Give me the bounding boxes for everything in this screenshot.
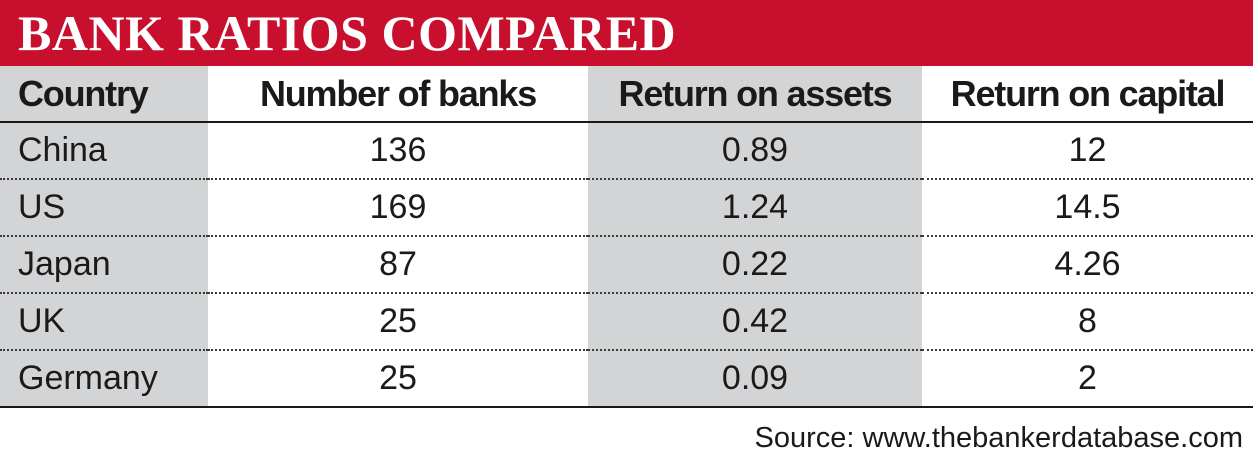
table-cell: China (0, 122, 208, 180)
table-cell: Japan (0, 236, 208, 294)
table-cell: 25 (208, 350, 588, 408)
table-cell: 1.24 (588, 179, 922, 237)
chart-title: BANK RATIOS COMPARED (18, 5, 677, 61)
table-cell: US (0, 179, 208, 237)
table-cell: 0.42 (588, 293, 922, 351)
table-row: UK 25 0.42 8 (0, 293, 1253, 351)
table-cell: 169 (208, 179, 588, 237)
column-header: Return on capital (922, 66, 1253, 123)
table-cell: UK (0, 293, 208, 351)
table-cell: 14.5 (922, 179, 1253, 237)
column-header: Country (0, 66, 208, 123)
table-cell: 136 (208, 122, 588, 180)
table-cell: 0.22 (588, 236, 922, 294)
table-cell: 2 (922, 350, 1253, 408)
table-row: Japan 87 0.22 4.26 (0, 236, 1253, 294)
bank-ratios-table: Country Number of banks Return on assets… (0, 66, 1253, 408)
table-cell: 25 (208, 293, 588, 351)
column-header: Return on assets (588, 66, 922, 123)
source-note: Source: www.thebankerdatabase.com (754, 422, 1243, 454)
table-cell: 4.26 (922, 236, 1253, 294)
header-row: Country Number of banks Return on assets… (0, 66, 1253, 123)
table-cell: 0.89 (588, 122, 922, 180)
title-bar: BANK RATIOS COMPARED (0, 0, 1253, 66)
table-row: China 136 0.89 12 (0, 122, 1253, 180)
table-cell: Germany (0, 350, 208, 408)
table-cell: 0.09 (588, 350, 922, 408)
column-header: Number of banks (208, 66, 588, 123)
table-cell: 87 (208, 236, 588, 294)
table-cell: 8 (922, 293, 1253, 351)
table-cell: 12 (922, 122, 1253, 180)
table-row: US 169 1.24 14.5 (0, 179, 1253, 237)
table-row: Germany 25 0.09 2 (0, 350, 1253, 408)
